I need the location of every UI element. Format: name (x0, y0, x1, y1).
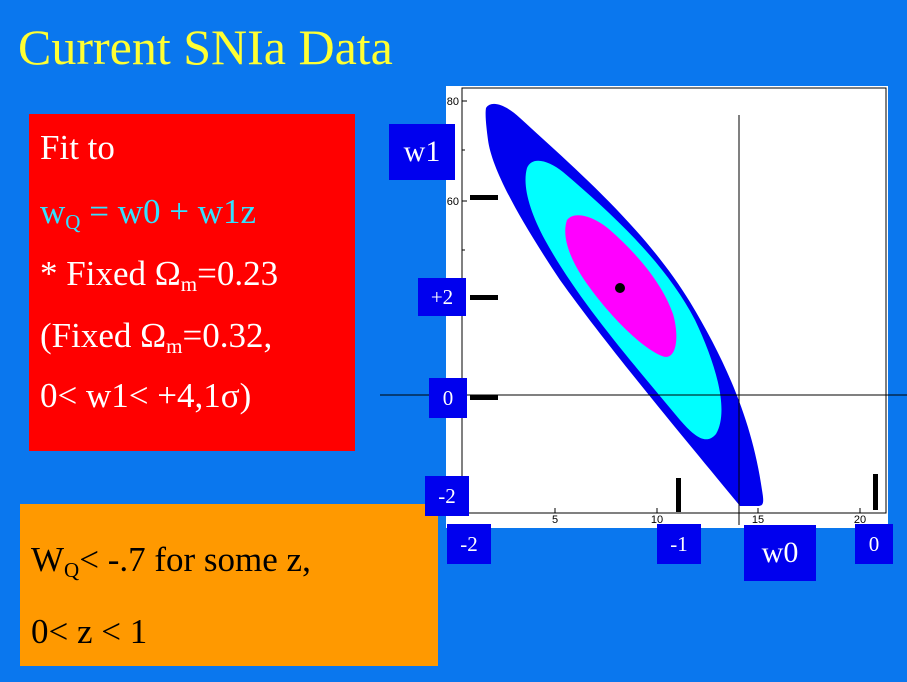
range-prefix: 0< w1< +4,1 (40, 376, 221, 415)
x-tick-10: 10 (651, 514, 663, 526)
fixed-omega-alt-line: (Fixed Ωm=0.32, (40, 316, 273, 357)
conclusion-sub: Q (64, 558, 80, 582)
fixed2-prefix: (Fixed (40, 316, 141, 355)
w1-range-line: 0< w1< +4,1σ) (40, 378, 251, 413)
w1-tick-mark (470, 395, 498, 400)
conclusion-box: WQ< -.7 for some z, 0< z < 1 (20, 504, 438, 666)
omega-symbol: Ω (154, 254, 181, 293)
x-tick-15: 15 (752, 514, 764, 526)
eq-sub: Q (65, 210, 81, 234)
omega-symbol: Ω (140, 316, 167, 355)
w0-axis-label: w0 (744, 525, 816, 581)
y-tick-80: 80 (447, 96, 459, 108)
omega-sub: m (166, 334, 183, 358)
eq-w: w (40, 192, 66, 231)
w1-label-plus2: +2 (418, 278, 466, 316)
w1-axis-label: w1 (389, 124, 455, 180)
eq-rest: = w0 + w1z (80, 192, 257, 231)
w1-tick-mark (470, 295, 498, 300)
fixed1-prefix: * Fixed (40, 254, 155, 293)
w0-tick-mark (873, 474, 878, 510)
conclusion-line1: WQ< -.7 for some z, (31, 540, 311, 581)
conclusion-rest: < -.7 for some z, (79, 540, 311, 579)
range-suffix: ) (239, 376, 252, 415)
best-fit-point (615, 283, 625, 293)
sigma-symbol: σ (220, 376, 240, 415)
w0-tick-mark (676, 478, 681, 512)
page-title: Current SNIa Data (18, 19, 393, 75)
w0-label-minus2: -2 (447, 524, 491, 564)
conclusion-w: W (31, 540, 65, 579)
y-tick-60: 60 (447, 196, 459, 208)
w0-label-0: 0 (855, 524, 893, 564)
omega-sub: m (180, 272, 198, 296)
w1-label-minus2: -2 (425, 476, 469, 516)
w1-label-0: 0 (429, 378, 467, 418)
w1-tick-mark (470, 195, 498, 200)
fit-equation: wQ = w0 + w1z (40, 192, 257, 233)
x-tick-5: 5 (552, 514, 558, 526)
fit-description-box: Fit to wQ = w0 + w1z * Fixed Ωm=0.23 (Fi… (29, 114, 355, 451)
fixed-omega-line: * Fixed Ωm=0.23 (40, 254, 279, 295)
x-tick-20: 20 (854, 514, 866, 526)
fixed1-value: =0.23 (197, 254, 279, 293)
frame-ticks (462, 100, 861, 513)
conclusion-line2: 0< z < 1 (31, 612, 148, 651)
fit-intro: Fit to (40, 128, 115, 167)
w0-label-minus1: -1 (657, 524, 701, 564)
fixed2-value: =0.32, (182, 316, 273, 355)
